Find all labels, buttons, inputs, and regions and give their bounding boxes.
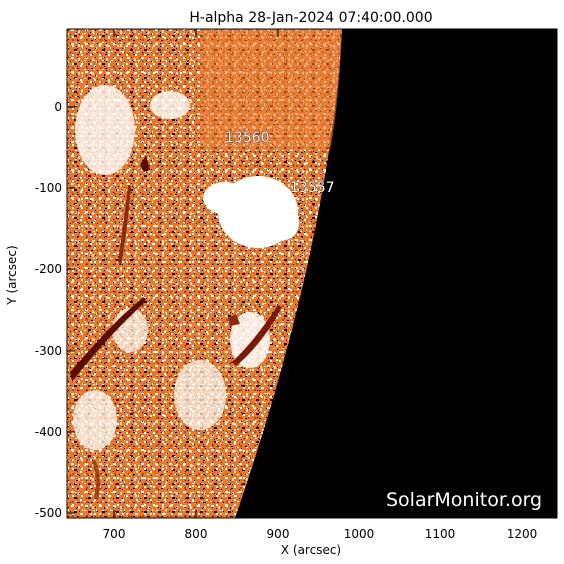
filament xyxy=(140,155,150,172)
plage-region xyxy=(73,390,117,450)
x-axis-title: X (arcsec) xyxy=(281,543,341,557)
active-region-label: 13557 xyxy=(290,180,335,196)
plot-title: H-alpha 28-Jan-2024 07:40:00.000 xyxy=(189,10,432,26)
plage-region xyxy=(150,91,190,119)
disk-texture xyxy=(67,29,342,518)
x-tick-label: 800 xyxy=(185,527,208,541)
filament xyxy=(92,460,101,500)
filament xyxy=(70,297,146,382)
watermark: SolarMonitor.org xyxy=(386,489,542,511)
y-tick-label: 0 xyxy=(54,100,62,114)
x-tick-label: 1000 xyxy=(344,527,375,541)
x-tick-label: 900 xyxy=(267,527,290,541)
y-tick-label: -400 xyxy=(35,425,62,439)
filament xyxy=(118,185,131,265)
y-axis: 0 -100 -200 -300 -400 -500 Y (arcsec) xyxy=(5,100,557,520)
filament xyxy=(228,314,240,326)
plage-region xyxy=(75,85,135,175)
plage-region xyxy=(203,182,247,214)
x-tick-label: 1100 xyxy=(425,527,456,541)
y-tick-label: -100 xyxy=(35,181,62,195)
active-region-label: 13560 xyxy=(225,130,270,146)
y-tick-label: -300 xyxy=(35,344,62,358)
solar-image: 13560 13557 SolarMonitor.org xyxy=(67,29,557,518)
limb-brightening xyxy=(200,29,342,150)
x-tick-label: 700 xyxy=(103,527,126,541)
plot-frame xyxy=(66,28,558,519)
y-axis-title: Y (arcsec) xyxy=(5,245,19,305)
x-axis: 700 800 900 1000 1100 1200 X (arcsec) xyxy=(103,29,538,557)
y-tick-label: -500 xyxy=(35,506,62,520)
plage-region xyxy=(271,204,299,240)
filament xyxy=(232,305,282,366)
plage-region xyxy=(230,312,270,368)
y-tick-label: -200 xyxy=(35,262,62,276)
plage-region xyxy=(174,360,226,430)
x-tick-label: 1200 xyxy=(507,527,538,541)
